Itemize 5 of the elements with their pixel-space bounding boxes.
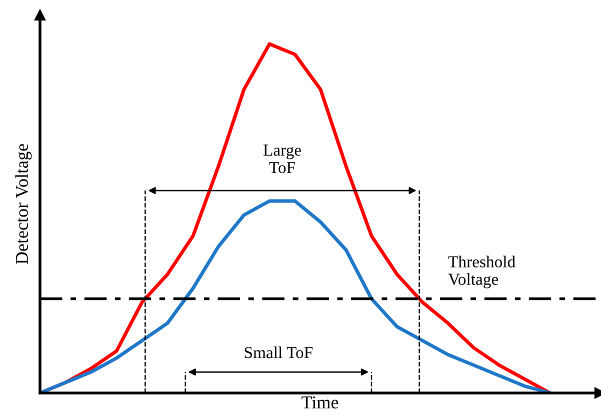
annotation: Large ToF	[263, 144, 301, 174]
y-axis-title: Detector Voltage	[15, 144, 32, 264]
annotation: Small ToF	[244, 346, 313, 358]
ref-line-label: Threshold Voltage	[448, 256, 516, 288]
x-axis-title: Time	[302, 396, 338, 408]
